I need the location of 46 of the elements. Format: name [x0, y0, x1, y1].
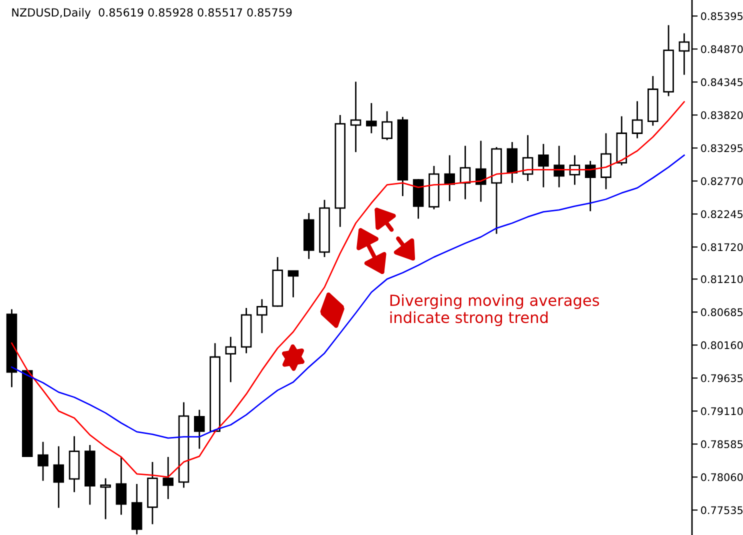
candlestick: [100, 478, 111, 520]
y-tick-label: 0.80160: [701, 341, 743, 350]
annotation: Diverging moving averages indicate strong trend: [390, 294, 600, 326]
candlestick: [334, 114, 346, 228]
y-tick-label: 0.79635: [701, 374, 742, 382]
candlestick: [162, 456, 174, 500]
y-tick-label: 0.78060: [701, 473, 743, 482]
candlestick: [303, 212, 314, 260]
y-tick-label: 0.79110: [701, 407, 743, 416]
candlestick: [506, 141, 518, 184]
candlestick: [444, 154, 455, 202]
candlestick: [68, 436, 80, 493]
candlestick: [256, 298, 268, 334]
y-tick-label: 0.83295: [701, 144, 742, 152]
candlestick: [350, 81, 362, 153]
y-tick-label: 0.84345: [701, 78, 742, 86]
candlestick: [475, 140, 486, 202]
y-tick-label: 0.81720: [701, 243, 743, 252]
line-series: [11, 154, 685, 439]
candlestick: [53, 446, 64, 509]
candlestick: [147, 461, 158, 525]
candlestick: [678, 32, 690, 76]
y-tick-label: 0.81210: [701, 275, 743, 284]
y-tick-label: 0.82770: [701, 177, 743, 186]
candlestick: [84, 444, 96, 506]
candlestick: [240, 307, 252, 354]
text: NZDUSD,Daily 0.85619 0.85928 0.85517 0.85759: [12, 8, 292, 19]
candlestick: [6, 308, 18, 388]
candlestick: [366, 102, 377, 134]
y-tick-label: 0.84870: [701, 45, 743, 54]
y-tick-label: 0.78585: [701, 440, 742, 448]
y-tick-label: 0.85395: [701, 12, 742, 20]
candlestick: [38, 441, 48, 482]
y-tick-label: 0.80685: [701, 308, 742, 316]
candlestick: [460, 145, 471, 200]
candlestick: [538, 143, 549, 188]
candlestick: [225, 336, 236, 383]
candlestick: [600, 132, 612, 190]
y-tick-label: 0.77535: [701, 506, 742, 514]
candlestick: [554, 145, 564, 188]
y-tick-label: 0.83820: [701, 111, 743, 120]
y-tick-label: 0.82245: [701, 210, 742, 218]
candlestick: [522, 134, 534, 182]
candlestick: [632, 100, 643, 139]
candlestick: [194, 409, 205, 450]
candlestick: [116, 456, 127, 516]
